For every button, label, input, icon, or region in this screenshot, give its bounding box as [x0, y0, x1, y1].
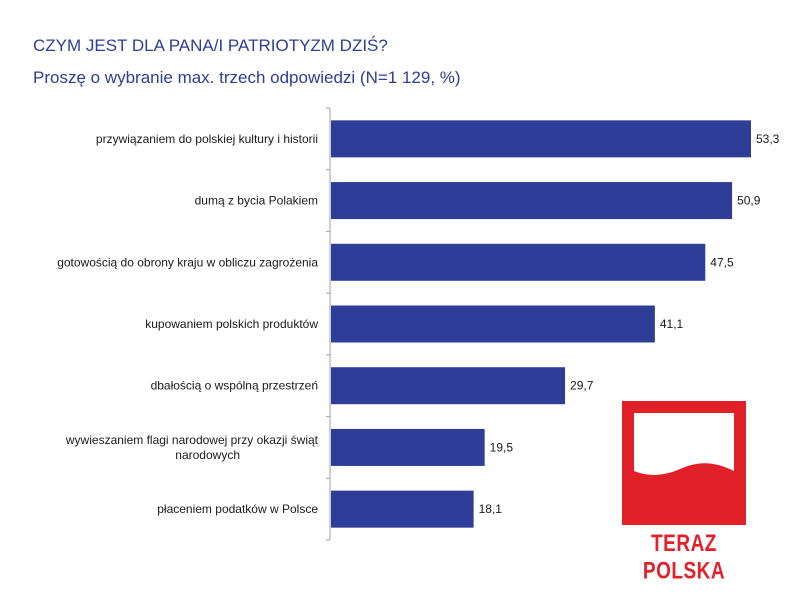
bar: [331, 490, 474, 528]
category-label-line: kupowaniem polskich produktów: [145, 317, 318, 331]
category-label: dbałością o wspólną przestrzeń: [151, 379, 318, 393]
bar: [331, 120, 751, 158]
category-label: dumą z bycia Polakiem: [195, 194, 318, 208]
category-label-line: przywiązaniem do polskiej kultury i hist…: [96, 132, 318, 146]
category-label-line: dbałością o wspólną przestrzeń: [151, 379, 318, 393]
data-label: 50,9: [737, 194, 761, 208]
category-label: wywieszaniem flagi narodowej przy okazji…: [65, 433, 319, 462]
teraz-polska-emblem: [622, 401, 746, 525]
data-label: 29,7: [570, 379, 594, 393]
category-label-line: dumą z bycia Polakiem: [195, 194, 318, 208]
bar: [331, 367, 566, 405]
category-label: płaceniem podatków w Polsce: [157, 502, 318, 516]
category-label-line: wywieszaniem flagi narodowej przy okazji…: [65, 433, 319, 447]
category-label: przywiązaniem do polskiej kultury i hist…: [96, 132, 318, 146]
bar: [331, 243, 706, 281]
bar: [331, 428, 485, 466]
category-label-line: gotowością do obrony kraju w obliczu zag…: [57, 255, 318, 269]
data-label: 19,5: [490, 440, 514, 454]
data-label: 53,3: [756, 132, 780, 146]
bar: [331, 305, 655, 343]
chart-title: CZYM JEST DLA PANA/I PATRIOTYZM DZIŚ?: [33, 36, 388, 55]
data-label: 41,1: [660, 317, 684, 331]
chart-subtitle: Proszę o wybranie max. trzech odpowiedzi…: [33, 68, 461, 87]
data-label: 47,5: [710, 255, 734, 269]
teraz-polska-logo: TERAZ POLSKA: [608, 385, 760, 585]
data-label: 18,1: [479, 502, 503, 516]
category-label-line: narodowych: [175, 448, 240, 462]
logo-white-flag-wave: [634, 413, 734, 475]
category-label-line: płaceniem podatków w Polsce: [157, 502, 318, 516]
category-label: kupowaniem polskich produktów: [145, 317, 318, 331]
bar: [331, 182, 733, 220]
logo-text: TERAZ POLSKA: [642, 531, 726, 585]
category-label: gotowością do obrony kraju w obliczu zag…: [57, 255, 318, 269]
